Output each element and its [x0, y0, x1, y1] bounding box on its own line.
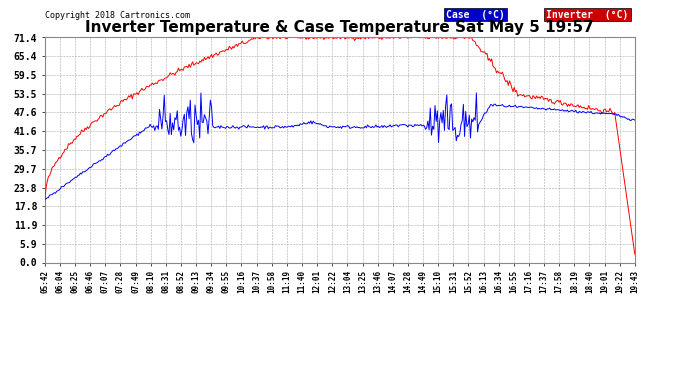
Text: Copyright 2018 Cartronics.com: Copyright 2018 Cartronics.com [45, 10, 190, 20]
Text: Inverter  (°C): Inverter (°C) [546, 9, 629, 20]
Text: Case  (°C): Case (°C) [446, 9, 505, 20]
Title: Inverter Temperature & Case Temperature Sat May 5 19:57: Inverter Temperature & Case Temperature … [86, 20, 594, 35]
